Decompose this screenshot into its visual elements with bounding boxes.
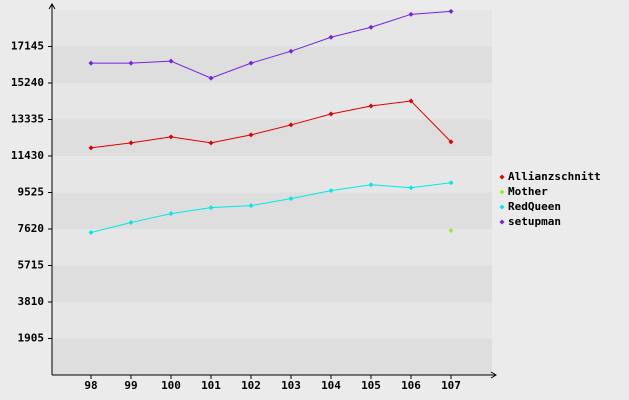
data-point [448, 139, 454, 145]
y-axis-arrow [48, 3, 56, 10]
data-point [368, 24, 374, 30]
plot-band [52, 119, 492, 156]
data-point [288, 122, 294, 128]
data-point [88, 230, 94, 236]
plot-band [52, 156, 492, 193]
data-point [368, 182, 374, 188]
data-point [448, 180, 454, 186]
data-point [328, 111, 334, 117]
x-tick-label: 100 [161, 379, 181, 392]
x-tick-label: 107 [441, 379, 461, 392]
y-tick-label: 9525 [18, 186, 45, 199]
x-tick-label: 102 [241, 379, 261, 392]
y-tick-label: 1905 [18, 332, 45, 345]
data-point [168, 58, 174, 64]
data-point [288, 196, 294, 202]
y-tick-label: 13335 [11, 113, 44, 126]
y-tick-label: 5715 [18, 259, 45, 272]
legend-label: setupman [508, 215, 561, 228]
data-point [328, 188, 334, 194]
data-point [128, 220, 134, 226]
data-point [168, 134, 174, 140]
data-point [408, 98, 414, 104]
x-tick-label: 99 [124, 379, 137, 392]
legend-marker [499, 174, 505, 180]
data-point [448, 8, 454, 14]
data-point [248, 132, 254, 138]
legend-marker [499, 204, 505, 210]
data-point [208, 75, 214, 81]
data-point [88, 145, 94, 151]
plot-band [52, 229, 492, 266]
y-tick-label: 11430 [11, 149, 44, 162]
plot-band [52, 192, 492, 229]
data-point [248, 60, 254, 66]
y-tick-label: 7620 [18, 222, 45, 235]
legend-label: Allianzschnitt [508, 170, 601, 183]
y-tick-label: 15240 [11, 76, 44, 89]
x-tick-label: 103 [281, 379, 301, 392]
plot-band [52, 302, 492, 339]
x-tick-label: 106 [401, 379, 421, 392]
data-point [368, 103, 374, 109]
legend-label: Mother [508, 185, 548, 198]
data-point [208, 140, 214, 146]
x-tick-label: 105 [361, 379, 381, 392]
data-point [248, 203, 254, 209]
data-point [408, 11, 414, 17]
x-tick-label: 98 [84, 379, 97, 392]
data-point [288, 48, 294, 54]
data-point [128, 60, 134, 66]
legend-marker [499, 189, 505, 195]
plot-band [52, 46, 492, 83]
plot-band [52, 83, 492, 120]
legend-marker [499, 219, 505, 225]
data-point [408, 185, 414, 191]
data-point [88, 60, 94, 66]
x-tick-label: 101 [201, 379, 221, 392]
legend-label: RedQueen [508, 200, 561, 213]
data-point [328, 34, 334, 40]
y-tick-label: 17145 [11, 40, 44, 53]
data-point [168, 211, 174, 217]
y-tick-label: 3810 [18, 295, 45, 308]
data-point [128, 140, 134, 146]
series-line [90, 182, 452, 234]
data-point [208, 205, 214, 211]
data-point [448, 228, 454, 234]
plot-band [52, 10, 492, 47]
series-line [90, 100, 452, 149]
plot-band [52, 338, 492, 375]
x-tick-label: 104 [321, 379, 341, 392]
x-axis-arrow [490, 371, 497, 379]
plot-band [52, 265, 492, 302]
series-line [91, 10, 452, 79]
